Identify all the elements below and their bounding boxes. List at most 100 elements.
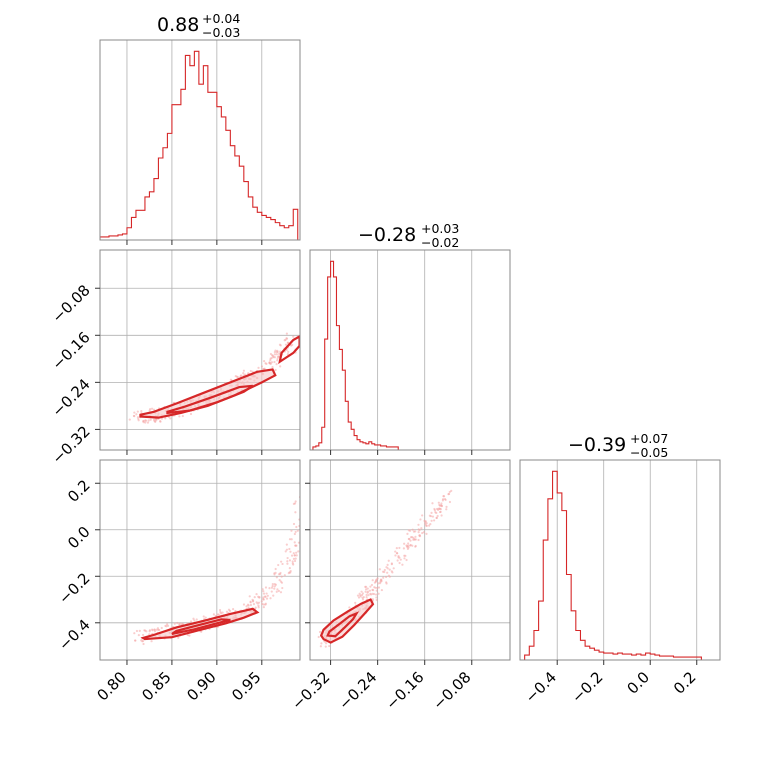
sample-point — [136, 416, 140, 419]
sample-point — [141, 639, 145, 643]
sample-point — [261, 588, 264, 591]
sample-point — [279, 365, 282, 368]
sample-point — [279, 573, 282, 576]
panel-1-1 — [309, 249, 511, 455]
sample-point — [270, 586, 274, 589]
sample-point — [376, 586, 379, 590]
sample-point — [288, 547, 291, 551]
sample-point — [225, 610, 229, 613]
sample-point — [386, 567, 389, 570]
sample-point — [319, 645, 322, 648]
sample-point — [395, 547, 398, 550]
sample-point — [262, 598, 265, 601]
sample-point — [273, 587, 276, 590]
sample-point — [234, 609, 237, 613]
sample-point — [294, 511, 297, 514]
y-tick-label: −0.32 — [48, 422, 93, 467]
sample-point — [403, 557, 406, 560]
sample-point — [302, 526, 304, 528]
sample-point — [388, 568, 391, 571]
sample-point — [317, 635, 320, 639]
sample-point — [418, 534, 421, 537]
sample-point — [231, 607, 235, 611]
sample-point — [384, 575, 388, 579]
sample-point — [295, 525, 298, 529]
x-tick-label: 0.85 — [138, 668, 174, 704]
sample-point — [177, 636, 180, 639]
sample-point — [428, 524, 431, 527]
sample-point — [227, 608, 231, 611]
sample-point — [294, 530, 297, 534]
sample-point — [288, 538, 292, 541]
sample-point — [411, 528, 414, 531]
sample-point — [155, 628, 158, 631]
sample-point — [292, 552, 295, 555]
sample-point — [284, 550, 287, 553]
sample-point — [132, 414, 136, 418]
sample-point — [164, 417, 167, 420]
sample-point — [153, 419, 156, 422]
sample-point — [242, 371, 245, 375]
sample-point — [447, 492, 451, 496]
x-tick-label: −0.32 — [288, 668, 333, 713]
density-contour — [278, 334, 300, 365]
sample-point — [445, 508, 448, 511]
x-tick-label: −0.4 — [522, 668, 560, 706]
sample-point — [263, 359, 266, 363]
sample-point — [403, 542, 406, 545]
sample-point — [133, 411, 136, 414]
sample-point — [148, 630, 151, 633]
sample-point — [420, 527, 423, 530]
density-contour — [139, 368, 277, 419]
sample-point — [430, 519, 433, 522]
sample-point — [294, 544, 297, 547]
sample-point — [414, 545, 417, 548]
sample-point — [433, 509, 436, 512]
sample-point — [270, 590, 273, 593]
sample-point — [269, 352, 272, 356]
sample-point — [380, 588, 384, 592]
title-value: −0.39 — [568, 434, 626, 456]
panel-body — [524, 460, 702, 660]
sample-point — [246, 603, 250, 606]
sample-point — [422, 531, 425, 534]
sample-point — [417, 538, 420, 542]
sample-point — [262, 605, 265, 609]
sample-point — [382, 576, 385, 579]
sample-point — [438, 504, 442, 507]
sample-point — [276, 359, 279, 362]
sample-point — [303, 513, 305, 515]
sample-point — [364, 588, 368, 591]
sample-point — [378, 568, 381, 571]
sample-point — [377, 586, 381, 589]
sample-point — [391, 571, 394, 574]
sample-point — [297, 541, 300, 544]
sample-point — [276, 588, 279, 591]
x-tick-label: 0.2 — [670, 668, 700, 698]
sample-point — [268, 587, 271, 590]
panel-frame — [309, 459, 511, 661]
sample-point — [441, 499, 445, 502]
sample-point — [365, 596, 368, 599]
sample-point — [293, 541, 296, 544]
sample-point — [164, 624, 167, 627]
sample-point — [193, 619, 196, 622]
sample-point — [301, 524, 303, 526]
sample-point — [361, 598, 365, 601]
sample-point — [283, 339, 286, 342]
sample-point — [248, 595, 251, 598]
sample-point — [320, 642, 323, 645]
sample-point — [264, 586, 268, 589]
sample-point — [386, 571, 389, 574]
sample-point — [142, 420, 145, 423]
sample-point — [375, 593, 378, 596]
sample-point — [294, 500, 297, 503]
sample-point — [149, 418, 152, 421]
sample-point — [414, 530, 417, 533]
density-contour — [171, 618, 231, 636]
sample-point — [160, 626, 163, 630]
sample-point — [128, 418, 131, 421]
sample-point — [409, 543, 412, 547]
sample-point — [448, 500, 452, 504]
